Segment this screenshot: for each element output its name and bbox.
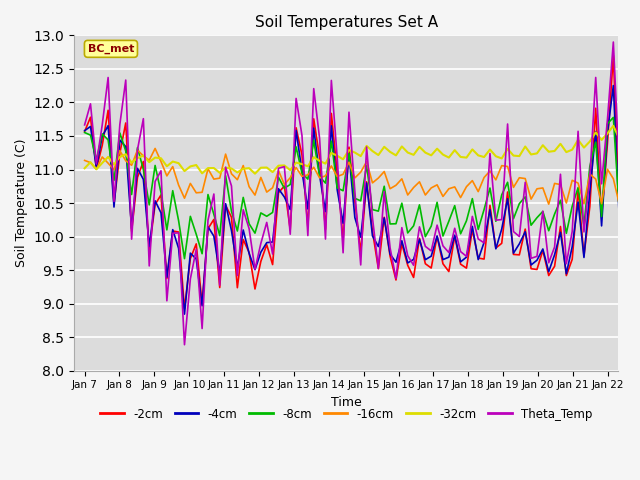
-32cm	[157, 156, 165, 161]
-2cm	[245, 250, 253, 255]
Theta_Temp	[245, 226, 253, 231]
Theta_Temp	[639, 107, 640, 112]
-4cm	[81, 128, 88, 133]
-32cm	[609, 123, 617, 129]
Text: BC_met: BC_met	[88, 44, 134, 54]
-2cm	[387, 253, 394, 259]
-4cm	[639, 118, 640, 123]
-32cm	[369, 148, 376, 154]
-16cm	[604, 167, 611, 172]
Theta_Temp	[609, 39, 617, 45]
-8cm	[328, 138, 335, 144]
-8cm	[387, 221, 394, 227]
-16cm	[369, 180, 376, 186]
Theta_Temp	[369, 215, 376, 221]
-32cm	[81, 166, 88, 171]
-16cm	[151, 145, 159, 151]
-4cm	[387, 252, 394, 257]
-4cm	[369, 233, 376, 239]
-32cm	[387, 149, 394, 155]
-16cm	[245, 184, 253, 190]
Line: -4cm: -4cm	[84, 85, 640, 314]
Theta_Temp	[180, 342, 188, 348]
-16cm	[328, 163, 335, 169]
-4cm	[598, 223, 605, 229]
Legend: -2cm, -4cm, -8cm, -16cm, -32cm, Theta_Temp: -2cm, -4cm, -8cm, -16cm, -32cm, Theta_Te…	[95, 403, 597, 425]
-16cm	[163, 173, 171, 179]
-2cm	[369, 228, 376, 234]
-32cm	[598, 137, 605, 143]
-2cm	[609, 52, 617, 58]
Title: Soil Temperatures Set A: Soil Temperatures Set A	[255, 15, 438, 30]
-2cm	[639, 132, 640, 138]
-4cm	[157, 210, 165, 216]
-2cm	[328, 110, 335, 116]
-4cm	[328, 123, 335, 129]
-32cm	[251, 171, 259, 177]
-4cm	[245, 251, 253, 256]
-8cm	[180, 256, 188, 262]
-2cm	[157, 192, 165, 198]
-8cm	[639, 113, 640, 119]
-4cm	[609, 83, 617, 88]
-2cm	[81, 129, 88, 134]
-8cm	[157, 190, 165, 195]
Line: -16cm: -16cm	[84, 148, 640, 204]
-16cm	[639, 164, 640, 169]
-16cm	[545, 201, 552, 207]
-32cm	[639, 130, 640, 135]
-8cm	[81, 130, 88, 135]
-2cm	[598, 214, 605, 220]
Line: -8cm: -8cm	[84, 116, 640, 259]
-8cm	[245, 221, 253, 227]
X-axis label: Time: Time	[331, 396, 362, 409]
-2cm	[180, 306, 188, 312]
-8cm	[598, 214, 605, 219]
Line: Theta_Temp: Theta_Temp	[84, 42, 640, 345]
-8cm	[369, 207, 376, 213]
-16cm	[81, 157, 88, 163]
Theta_Temp	[598, 181, 605, 187]
Y-axis label: Soil Temperature (C): Soil Temperature (C)	[15, 139, 28, 267]
-32cm	[328, 150, 335, 156]
-32cm	[239, 166, 247, 172]
Theta_Temp	[328, 78, 335, 84]
Theta_Temp	[81, 122, 88, 128]
-16cm	[387, 186, 394, 192]
Theta_Temp	[387, 245, 394, 251]
-4cm	[180, 311, 188, 317]
Line: -2cm: -2cm	[84, 55, 640, 309]
Theta_Temp	[157, 168, 165, 174]
Line: -32cm: -32cm	[84, 126, 640, 174]
